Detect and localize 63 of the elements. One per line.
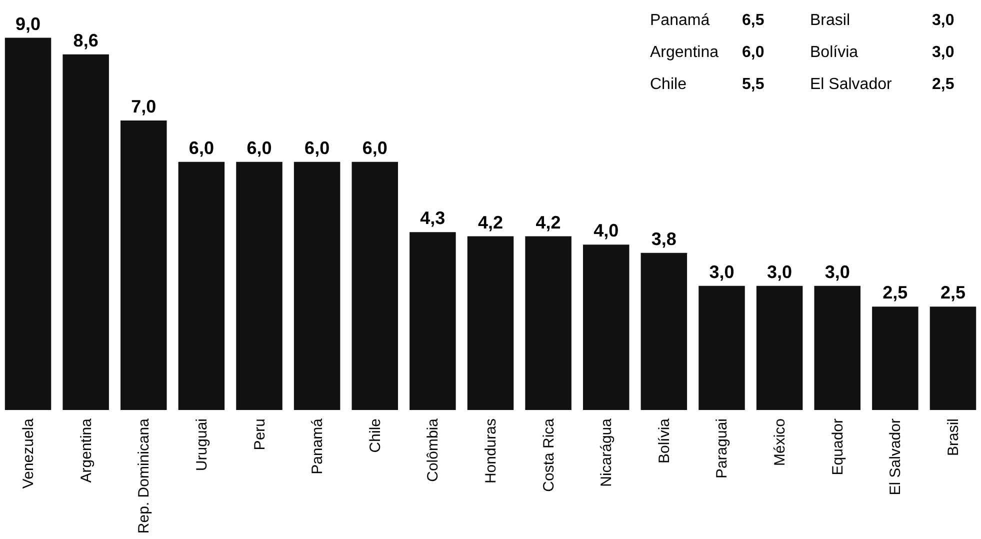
- bar: [467, 236, 514, 410]
- x-tick-label: Nicarágua: [598, 418, 616, 487]
- text: Panamá: [650, 12, 710, 29]
- x-tick-label: Chile: [366, 418, 384, 453]
- bar: [525, 236, 572, 410]
- annotation: Bolívia: [810, 44, 858, 61]
- x-tick-label: Rep. Dominicana: [136, 418, 153, 534]
- data-label: 9,0: [16, 14, 41, 34]
- annotation: 2,5: [932, 76, 954, 93]
- x-tick-label: Panamá: [309, 418, 326, 474]
- annotation: 6,0: [742, 44, 764, 61]
- bar: [756, 286, 803, 410]
- annotation: 3,0: [932, 44, 954, 61]
- bar: [236, 162, 282, 410]
- bar: [814, 286, 860, 410]
- data-label: 3,0: [709, 262, 734, 282]
- x-tick-label: Paraguai: [714, 418, 731, 479]
- data-label: 4,2: [478, 212, 504, 232]
- bar: [872, 306, 918, 410]
- x-tick-label: México: [772, 418, 789, 466]
- text: 6,5: [742, 12, 764, 29]
- bar: [930, 306, 976, 410]
- bar: [178, 162, 225, 410]
- data-label: 2,5: [882, 282, 908, 303]
- data-label: 3,8: [651, 228, 676, 249]
- x-tick-label: El Salvador: [887, 418, 904, 496]
- x-tick-label: Uruguai: [193, 418, 210, 472]
- data-label: 3,0: [767, 262, 792, 282]
- bar: [410, 232, 456, 410]
- bar: [352, 162, 398, 410]
- data-label: 3,0: [824, 262, 850, 282]
- x-tick-label: Honduras: [482, 418, 500, 484]
- x-tick-label: Venezuela: [20, 418, 38, 489]
- text: 3,0: [932, 12, 954, 29]
- data-label: 4,2: [536, 212, 561, 232]
- bar: [120, 120, 167, 410]
- bar: [4, 38, 52, 410]
- x-tick-label: Equador: [829, 418, 846, 476]
- text: Brasil: [810, 12, 850, 29]
- bar: [640, 252, 688, 410]
- data-label: 6,0: [304, 138, 330, 158]
- annotation: Chile: [650, 76, 687, 93]
- x-tick-label: Costa Rica: [540, 418, 558, 492]
- annotation: Argentina: [650, 44, 719, 61]
- data-label: 7,0: [131, 96, 156, 116]
- bar: [582, 244, 630, 410]
- data-label: 6,0: [188, 138, 214, 158]
- x-tick-label: Colômbia: [424, 418, 442, 482]
- annotation: 5,5: [742, 76, 764, 93]
- bar: [698, 286, 745, 410]
- data-label: 2,5: [940, 282, 966, 303]
- data-label: 4,3: [420, 208, 446, 228]
- x-tick-label: Argentina: [78, 418, 95, 483]
- bar: [62, 54, 109, 410]
- annotation: El Salvador: [810, 76, 892, 93]
- x-tick-label: Brasil: [944, 418, 962, 456]
- data-label: 8,6: [73, 30, 98, 50]
- data-label: 4,0: [594, 220, 619, 241]
- bar: [294, 162, 340, 410]
- x-tick-label: Bolívia: [656, 418, 673, 464]
- data-label: 6,0: [362, 138, 388, 158]
- data-label: 6,0: [246, 138, 272, 158]
- x-tick-label: Peru: [251, 418, 268, 450]
